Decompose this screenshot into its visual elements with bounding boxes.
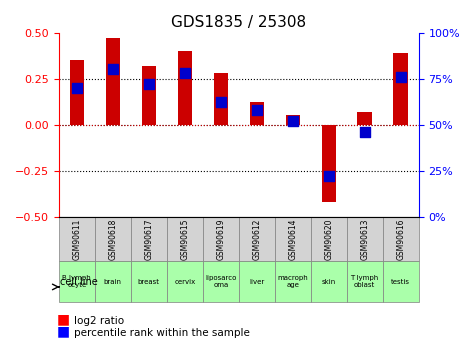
- Bar: [105, 38, 120, 125]
- FancyBboxPatch shape: [239, 217, 275, 261]
- FancyBboxPatch shape: [347, 261, 383, 303]
- FancyBboxPatch shape: [167, 217, 203, 261]
- FancyBboxPatch shape: [131, 217, 167, 261]
- Point: [145, 81, 152, 87]
- Point: [109, 67, 117, 72]
- Text: liver: liver: [249, 279, 265, 285]
- Text: GSM90614: GSM90614: [288, 218, 297, 260]
- Bar: [214, 73, 228, 125]
- FancyBboxPatch shape: [95, 217, 131, 261]
- Text: macroph
age: macroph age: [277, 275, 308, 288]
- FancyBboxPatch shape: [239, 261, 275, 303]
- FancyBboxPatch shape: [203, 217, 239, 261]
- Text: GSM90615: GSM90615: [180, 218, 189, 260]
- Point: [361, 129, 369, 135]
- Point: [73, 85, 81, 90]
- Text: liposarco
oma: liposarco oma: [205, 275, 237, 288]
- Text: log2 ratio: log2 ratio: [74, 316, 124, 326]
- Text: T lymph
oblast: T lymph oblast: [351, 275, 379, 288]
- FancyBboxPatch shape: [167, 261, 203, 303]
- Point: [253, 107, 261, 112]
- Text: cell line: cell line: [59, 277, 97, 287]
- Text: brain: brain: [104, 279, 122, 285]
- Text: ■: ■: [57, 312, 70, 326]
- Bar: [249, 102, 264, 125]
- Bar: [142, 66, 156, 125]
- Point: [325, 173, 332, 179]
- FancyBboxPatch shape: [311, 261, 347, 303]
- FancyBboxPatch shape: [347, 217, 383, 261]
- Text: GSM90613: GSM90613: [360, 218, 369, 260]
- FancyBboxPatch shape: [59, 261, 95, 303]
- Bar: [70, 60, 84, 125]
- Text: GSM90612: GSM90612: [252, 218, 261, 259]
- Text: B lymph
ocyte: B lymph ocyte: [63, 275, 91, 288]
- FancyBboxPatch shape: [311, 217, 347, 261]
- FancyBboxPatch shape: [59, 217, 95, 261]
- Text: cervix: cervix: [174, 279, 195, 285]
- FancyBboxPatch shape: [275, 261, 311, 303]
- Text: GSM90620: GSM90620: [324, 218, 333, 260]
- Bar: [358, 112, 372, 125]
- Text: testis: testis: [391, 279, 410, 285]
- FancyBboxPatch shape: [275, 217, 311, 261]
- Point: [289, 118, 296, 124]
- FancyBboxPatch shape: [95, 261, 131, 303]
- Text: GSM90616: GSM90616: [396, 218, 405, 260]
- Text: skin: skin: [322, 279, 336, 285]
- Bar: [393, 53, 408, 125]
- Bar: [322, 125, 336, 202]
- Point: [397, 74, 405, 79]
- FancyBboxPatch shape: [131, 261, 167, 303]
- Bar: [285, 115, 300, 125]
- Text: GSM90617: GSM90617: [144, 218, 153, 260]
- Bar: [178, 51, 192, 125]
- FancyBboxPatch shape: [383, 217, 418, 261]
- Text: breast: breast: [138, 279, 160, 285]
- Title: GDS1835 / 25308: GDS1835 / 25308: [171, 15, 306, 30]
- Text: GSM90619: GSM90619: [216, 218, 225, 260]
- FancyBboxPatch shape: [203, 261, 239, 303]
- Text: GSM90618: GSM90618: [108, 218, 117, 259]
- Point: [217, 100, 225, 105]
- Text: GSM90611: GSM90611: [72, 218, 81, 259]
- Point: [181, 70, 189, 76]
- FancyBboxPatch shape: [383, 261, 418, 303]
- Text: percentile rank within the sample: percentile rank within the sample: [74, 328, 249, 338]
- Text: ■: ■: [57, 324, 70, 338]
